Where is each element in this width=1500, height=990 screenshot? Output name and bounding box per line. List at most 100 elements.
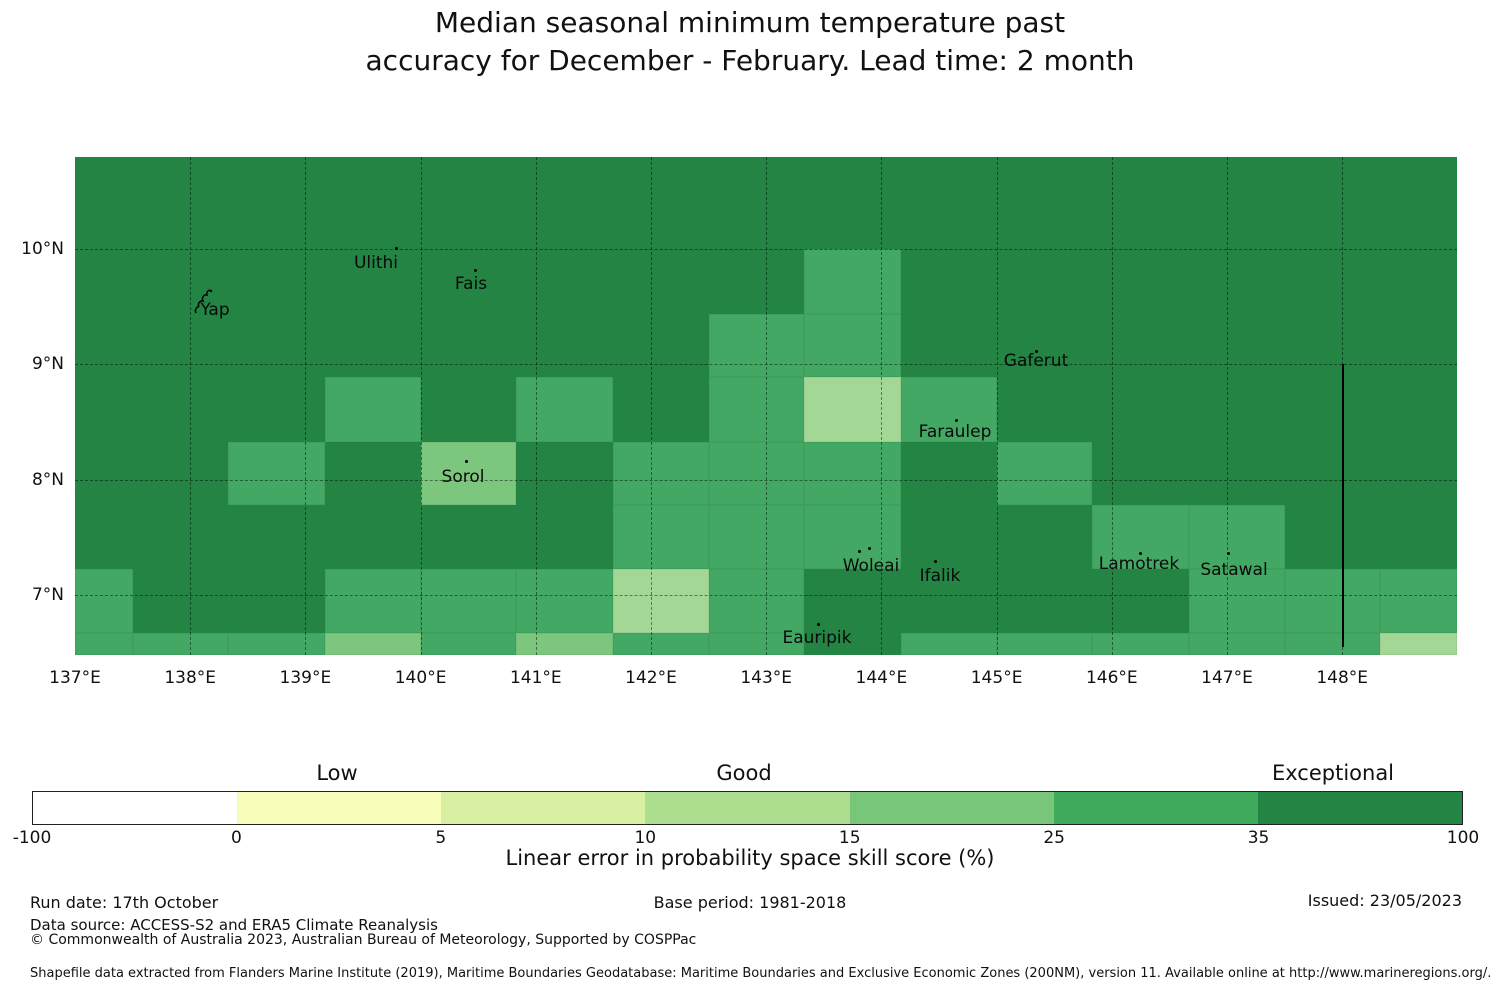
skill-cell xyxy=(324,377,421,442)
skill-cell xyxy=(1188,504,1285,570)
colorbar-segment xyxy=(33,792,238,824)
skill-cell xyxy=(612,569,709,633)
skill-cell xyxy=(1284,632,1381,655)
longitude-gridline xyxy=(535,157,537,655)
skill-cell xyxy=(75,569,133,633)
longitude-gridline xyxy=(651,157,652,655)
skill-cell xyxy=(708,632,805,655)
data-source-text: Data source: ACCESS-S2 and ERA5 Climate … xyxy=(30,916,438,934)
x-tick-label: 142°E xyxy=(625,668,677,688)
skill-cell xyxy=(708,377,805,442)
skill-cell xyxy=(516,632,613,655)
colorbar-tick-label: 15 xyxy=(838,828,861,848)
longitude-gridline xyxy=(190,157,192,655)
yap-island-outline-icon xyxy=(191,288,217,320)
x-tick-label: 146°E xyxy=(1085,668,1138,688)
skill-cell xyxy=(708,569,805,633)
skill-cell xyxy=(1188,569,1285,633)
skill-cell xyxy=(516,569,613,633)
issued-date-text: Issued: 23/05/2023 xyxy=(1307,891,1462,910)
longitude-gridline xyxy=(305,157,307,655)
y-tick-label: 7°N xyxy=(31,584,64,605)
skill-cell xyxy=(708,504,805,570)
skill-cell xyxy=(1092,632,1189,655)
y-tick-label: 10°N xyxy=(21,239,64,260)
skill-cell xyxy=(324,632,421,655)
colorbar-tick-label: 100 xyxy=(1446,828,1480,848)
skill-cell xyxy=(804,249,901,314)
chart-title-line1: Median seasonal minimum temperature past xyxy=(434,6,1066,39)
skill-cell xyxy=(1380,569,1457,633)
skill-cell xyxy=(420,569,517,633)
island-label: Yap xyxy=(200,300,230,320)
x-tick-label: 137°E xyxy=(49,668,101,688)
colorbar xyxy=(32,791,1463,825)
latitude-gridline xyxy=(75,249,1457,251)
colorbar-segment xyxy=(645,792,850,824)
x-tick-label: 144°E xyxy=(855,668,908,688)
island-label: Woleai xyxy=(842,556,900,576)
skill-cell xyxy=(708,441,805,505)
island-label: Satawal xyxy=(1200,560,1268,580)
run-date-text: Run date: 17th October xyxy=(30,893,219,912)
island-marker-dot xyxy=(1035,350,1038,353)
skill-cell xyxy=(900,377,997,442)
skill-cell xyxy=(996,441,1093,505)
x-tick-label: 148°E xyxy=(1316,668,1369,688)
skill-cell xyxy=(612,441,709,505)
island-marker-dot xyxy=(817,623,820,626)
map-canvas: Yap Ulithi Fais Sorol Gaferut Faraulep Woleai I… xyxy=(75,157,1457,655)
x-tick-label: 143°E xyxy=(740,668,793,688)
island-marker-dot xyxy=(474,269,477,272)
island-label: Fais xyxy=(454,274,488,294)
x-tick-label: 147°E xyxy=(1201,668,1253,688)
colorbar-tick-label: -100 xyxy=(12,828,52,848)
shapefile-attribution-text: Shapefile data extracted from Flanders M… xyxy=(30,966,1492,981)
x-tick-label: 140°E xyxy=(394,668,447,688)
skill-cell xyxy=(75,632,133,655)
skill-cell xyxy=(804,441,901,505)
skill-cell xyxy=(420,632,517,655)
skill-cell xyxy=(420,441,517,505)
colorbar-tick-label: 0 xyxy=(231,828,242,848)
colorbar-segment xyxy=(441,792,646,824)
skill-cell xyxy=(1380,632,1457,655)
colorbar-tick-label: 5 xyxy=(435,828,447,848)
skill-cell xyxy=(804,313,901,378)
skill-cell xyxy=(804,377,901,442)
skill-cell xyxy=(612,632,709,655)
island-marker-dot xyxy=(1227,552,1230,555)
colorbar-axis-label: Linear error in probability space skill … xyxy=(505,846,995,870)
island-marker-dot xyxy=(858,550,861,553)
skill-cell xyxy=(708,313,805,378)
y-tick-label: 8°N xyxy=(31,469,64,490)
longitude-gridline xyxy=(420,157,422,655)
longitude-gridline xyxy=(1111,157,1113,655)
island-marker-dot xyxy=(934,560,937,563)
island-label: Eauripik xyxy=(782,628,852,648)
skill-band-label: Exceptional xyxy=(1271,761,1395,785)
island-label: Ifalik xyxy=(919,566,961,586)
colorbar-tick-label: 35 xyxy=(1247,828,1270,848)
skill-band-label: Good xyxy=(716,761,772,785)
island-label: Lamotrek xyxy=(1098,554,1180,574)
copyright-text: © Commonwealth of Australia 2023, Austra… xyxy=(30,932,697,948)
chart-title: Median seasonal minimum temperature past… xyxy=(0,4,1500,80)
skill-cell xyxy=(132,632,229,655)
island-marker-dot xyxy=(868,547,871,550)
x-tick-label: 139°E xyxy=(279,668,332,688)
x-tick-label: 145°E xyxy=(970,668,1023,688)
longitude-gridline xyxy=(881,157,883,655)
colorbar-segment xyxy=(1257,792,1462,824)
longitude-gridline xyxy=(996,157,998,655)
skill-cell xyxy=(228,441,325,505)
eez-boundary-line xyxy=(1342,364,1345,647)
skill-cell xyxy=(612,504,709,570)
island-marker-dot xyxy=(1139,552,1142,555)
base-period-text: Base period: 1981-2018 xyxy=(653,893,847,912)
skill-cell xyxy=(324,569,421,633)
island-marker-dot xyxy=(395,247,398,250)
skill-cell xyxy=(1188,632,1285,655)
latitude-gridline xyxy=(75,479,1457,481)
